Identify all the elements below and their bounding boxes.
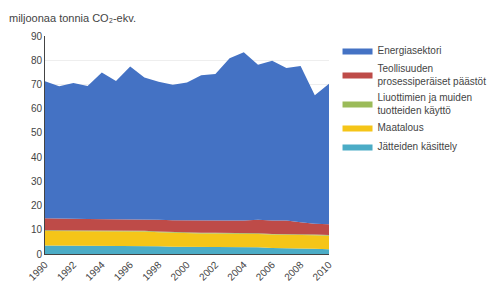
svg-text:80: 80 xyxy=(31,55,43,66)
svg-text:miljoonaa tonnia CO₂-ekv.: miljoonaa tonnia CO₂-ekv. xyxy=(9,12,136,24)
svg-text:2006: 2006 xyxy=(254,259,278,283)
svg-text:2002: 2002 xyxy=(197,259,221,283)
svg-text:Teollisuudenprosessiperäiset p: Teollisuudenprosessiperäiset päästöt xyxy=(378,63,487,87)
svg-text:1994: 1994 xyxy=(83,259,107,283)
svg-text:2010: 2010 xyxy=(310,259,334,283)
svg-text:2004: 2004 xyxy=(225,259,249,283)
svg-text:1998: 1998 xyxy=(140,259,164,283)
svg-text:50: 50 xyxy=(31,127,43,138)
svg-text:40: 40 xyxy=(31,152,43,163)
svg-text:Liuottimien ja muidentuotteide: Liuottimien ja muidentuotteiden käyttö xyxy=(378,92,473,116)
svg-text:1992: 1992 xyxy=(55,259,79,283)
svg-text:Maatalous: Maatalous xyxy=(378,122,424,133)
svg-text:1990: 1990 xyxy=(26,259,50,283)
svg-text:20: 20 xyxy=(31,200,43,211)
svg-text:0: 0 xyxy=(36,249,42,260)
svg-text:1996: 1996 xyxy=(112,259,136,283)
svg-text:10: 10 xyxy=(31,224,43,235)
svg-text:90: 90 xyxy=(31,31,43,42)
svg-text:Energiasektori: Energiasektori xyxy=(378,45,442,56)
svg-text:70: 70 xyxy=(31,79,43,90)
svg-text:Jätteiden käsittely: Jätteiden käsittely xyxy=(378,141,458,152)
svg-text:2000: 2000 xyxy=(168,259,192,283)
svg-text:2008: 2008 xyxy=(282,259,306,283)
svg-text:60: 60 xyxy=(31,103,43,114)
svg-text:30: 30 xyxy=(31,176,43,187)
